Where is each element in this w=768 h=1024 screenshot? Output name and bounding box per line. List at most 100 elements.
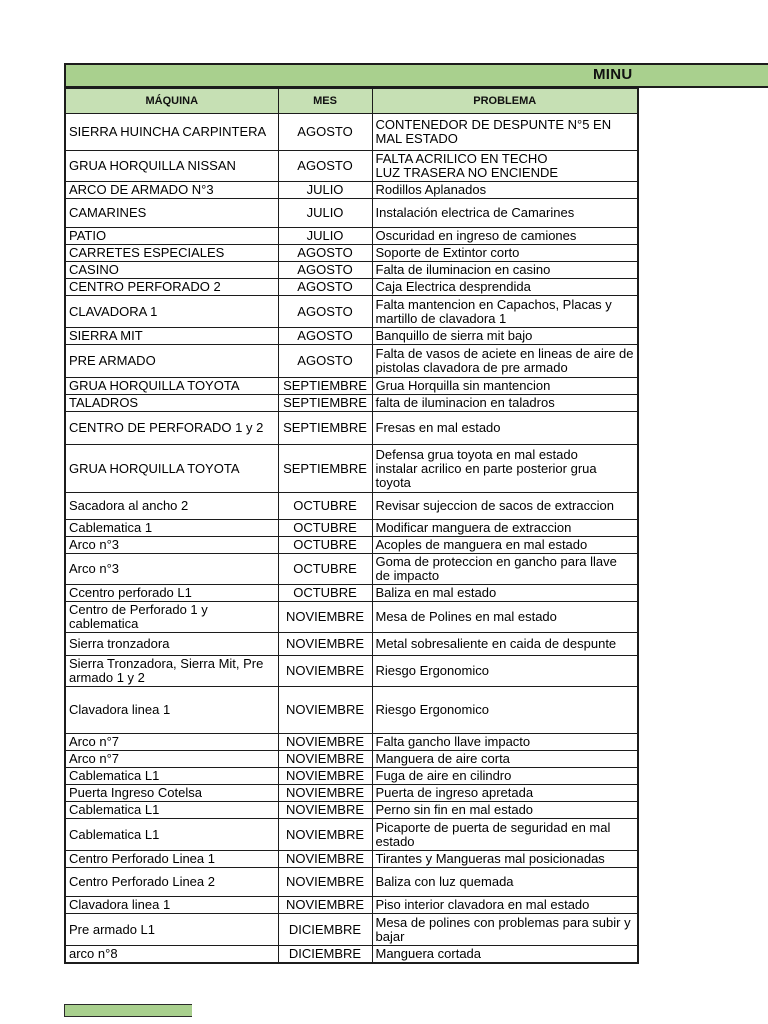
table-row: PRE ARMADO AGOSTO Falta de vasos de aciete… bbox=[64, 344, 639, 378]
cell-problema: Acoples de manguera en mal estado bbox=[371, 536, 639, 554]
cell-maquina: Sacadora al ancho 2 bbox=[64, 492, 279, 520]
cell-mes: AGOSTO bbox=[277, 344, 373, 378]
cell-mes: JULIO bbox=[277, 227, 373, 245]
cell-problema: Manguera de aire corta bbox=[371, 750, 639, 768]
table-row: CENTRO DE PERFORADO 1 y 2 SEPTIEMBRE Fresa… bbox=[64, 411, 639, 445]
table-row: Centro Perforado Linea 1 NOVIEMBRE Tirante… bbox=[64, 850, 639, 868]
cell-mes: SEPTIEMBRE bbox=[277, 411, 373, 445]
cell-problema: Oscuridad en ingreso de camiones bbox=[371, 227, 639, 245]
cell-problema: CONTENEDOR DE DESPUNTE N°5 EN MAL ESTADO bbox=[371, 113, 639, 151]
cell-problema: Mesa de Polines en mal estado bbox=[371, 601, 639, 633]
table-row: CARRETES ESPECIALES AGOSTO Soporte de Exti… bbox=[64, 244, 639, 262]
cell-maquina: Clavadora linea 1 bbox=[64, 686, 279, 734]
cell-mes: NOVIEMBRE bbox=[277, 632, 373, 656]
table-row: TALADROS SEPTIEMBRE falta de iluminacion e… bbox=[64, 394, 639, 412]
cell-problema: Falta mantencion en Capachos, Placas y m… bbox=[371, 295, 639, 328]
cell-maquina: Cablematica L1 bbox=[64, 801, 279, 819]
cell-mes: DICIEMBRE bbox=[277, 945, 373, 964]
cell-maquina: Cablematica 1 bbox=[64, 519, 279, 537]
cell-maquina: Centro de Perforado 1 y cablematica bbox=[64, 601, 279, 633]
table-row: Cablematica L1 NOVIEMBRE Perno sin fin en … bbox=[64, 801, 639, 819]
cell-maquina: Arco n°3 bbox=[64, 553, 279, 585]
cell-mes: NOVIEMBRE bbox=[277, 750, 373, 768]
cell-maquina: Ccentro perforado L1 bbox=[64, 584, 279, 602]
cell-problema: Riesgo Ergonomico bbox=[371, 655, 639, 687]
table-row: Cablematica L1 NOVIEMBRE Picaporte de puer… bbox=[64, 818, 639, 851]
cell-mes: OCTUBRE bbox=[277, 492, 373, 520]
cell-mes: NOVIEMBRE bbox=[277, 767, 373, 785]
cell-mes: SEPTIEMBRE bbox=[277, 394, 373, 412]
cell-maquina: Arco n°3 bbox=[64, 536, 279, 554]
cell-maquina: GRUA HORQUILLA TOYOTA bbox=[64, 377, 279, 395]
cell-maquina: CASINO bbox=[64, 261, 279, 279]
cell-maquina: PATIO bbox=[64, 227, 279, 245]
cell-problema: Tirantes y Mangueras mal posicionadas bbox=[371, 850, 639, 868]
header-row: MÁQUINA MES PROBLEMA bbox=[64, 87, 639, 114]
cell-problema: Caja Electrica desprendida bbox=[371, 278, 639, 296]
table-row: Puerta Ingreso Cotelsa NOVIEMBRE Puerta de… bbox=[64, 784, 639, 802]
page-title: MINU bbox=[593, 66, 633, 83]
cell-maquina: Pre armado L1 bbox=[64, 913, 279, 946]
cell-maquina: Centro Perforado Linea 1 bbox=[64, 850, 279, 868]
table-row: Ccentro perforado L1 OCTUBRE Baliza en mal… bbox=[64, 584, 639, 602]
cell-problema: Grua Horquilla sin mantencion bbox=[371, 377, 639, 395]
table-row: PATIO JULIO Oscuridad en ingreso de camion… bbox=[64, 227, 639, 245]
cell-mes: AGOSTO bbox=[277, 150, 373, 182]
cell-maquina: GRUA HORQUILLA TOYOTA bbox=[64, 444, 279, 493]
cell-maquina: CARRETES ESPECIALES bbox=[64, 244, 279, 262]
cell-maquina: Sierra tronzadora bbox=[64, 632, 279, 656]
cell-problema: Banquillo de sierra mit bajo bbox=[371, 327, 639, 345]
cell-mes: OCTUBRE bbox=[277, 584, 373, 602]
cell-mes: NOVIEMBRE bbox=[277, 801, 373, 819]
cell-problema: Instalación electrica de Camarines bbox=[371, 198, 639, 228]
cell-mes: OCTUBRE bbox=[277, 519, 373, 537]
cell-problema: Defensa grua toyota en mal estado instal… bbox=[371, 444, 639, 493]
cell-mes: JULIO bbox=[277, 198, 373, 228]
cell-problema: Riesgo Ergonomico bbox=[371, 686, 639, 734]
cell-problema: Rodillos Aplanados bbox=[371, 181, 639, 199]
cell-problema: Falta gancho llave impacto bbox=[371, 733, 639, 751]
cell-problema: Fresas en mal estado bbox=[371, 411, 639, 445]
table-row: Cablematica L1 NOVIEMBRE Fuga de aire en c… bbox=[64, 767, 639, 785]
cell-maquina: ARCO DE ARMADO N°3 bbox=[64, 181, 279, 199]
cell-problema: Baliza en mal estado bbox=[371, 584, 639, 602]
cell-mes: DICIEMBRE bbox=[277, 913, 373, 946]
cell-maquina: Clavadora linea 1 bbox=[64, 896, 279, 914]
cell-mes: AGOSTO bbox=[277, 261, 373, 279]
table-row: Pre armado L1 DICIEMBRE Mesa de polines co… bbox=[64, 913, 639, 946]
title-bar: MINU bbox=[64, 63, 768, 88]
table-row: CENTRO PERFORADO 2 AGOSTO Caja Electrica d… bbox=[64, 278, 639, 296]
cell-mes: SEPTIEMBRE bbox=[277, 444, 373, 493]
cell-mes: OCTUBRE bbox=[277, 553, 373, 585]
cell-mes: AGOSTO bbox=[277, 113, 373, 151]
cell-mes: NOVIEMBRE bbox=[277, 733, 373, 751]
cell-maquina: Arco n°7 bbox=[64, 733, 279, 751]
table-row: GRUA HORQUILLA NISSAN AGOSTO FALTA ACRILIC… bbox=[64, 150, 639, 182]
table-row: CAMARINES JULIO Instalación electrica de C… bbox=[64, 198, 639, 228]
table-row: GRUA HORQUILLA TOYOTA SEPTIEMBRE Grua Horq… bbox=[64, 377, 639, 395]
cell-problema: Picaporte de puerta de seguridad en mal … bbox=[371, 818, 639, 851]
table-row: ARCO DE ARMADO N°3 JULIO Rodillos Aplanado… bbox=[64, 181, 639, 199]
cell-problema: Metal sobresaliente en caida de despunte bbox=[371, 632, 639, 656]
next-page-title-bar-fragment bbox=[64, 1004, 192, 1017]
table-row: Sierra Tronzadora, Sierra Mit, Pre armad… bbox=[64, 655, 639, 687]
cell-maquina: SIERRA MIT bbox=[64, 327, 279, 345]
cell-problema: Falta de vasos de aciete en lineas de ai… bbox=[371, 344, 639, 378]
cell-maquina: GRUA HORQUILLA NISSAN bbox=[64, 150, 279, 182]
column-header-problema: PROBLEMA bbox=[371, 87, 639, 114]
cell-mes: NOVIEMBRE bbox=[277, 686, 373, 734]
cell-mes: NOVIEMBRE bbox=[277, 850, 373, 868]
table-row: Arco n°7 NOVIEMBRE Falta gancho llave impa… bbox=[64, 733, 639, 751]
column-header-maquina: MÁQUINA bbox=[64, 87, 279, 114]
table-row: SIERRA MIT AGOSTO Banquillo de sierra mit … bbox=[64, 327, 639, 345]
table-row: Arco n°3 OCTUBRE Goma de proteccion en gan… bbox=[64, 553, 639, 585]
cell-problema: Piso interior clavadora en mal estado bbox=[371, 896, 639, 914]
table-row: arco n°8 DICIEMBRE Manguera cortada bbox=[64, 945, 639, 964]
table-row: GRUA HORQUILLA TOYOTA SEPTIEMBRE Defensa g… bbox=[64, 444, 639, 493]
table-row: Sacadora al ancho 2 OCTUBRE Revisar sujecc… bbox=[64, 492, 639, 520]
cell-maquina: Puerta Ingreso Cotelsa bbox=[64, 784, 279, 802]
cell-maquina: CLAVADORA 1 bbox=[64, 295, 279, 328]
cell-problema: Perno sin fin en mal estado bbox=[371, 801, 639, 819]
cell-maquina: PRE ARMADO bbox=[64, 344, 279, 378]
